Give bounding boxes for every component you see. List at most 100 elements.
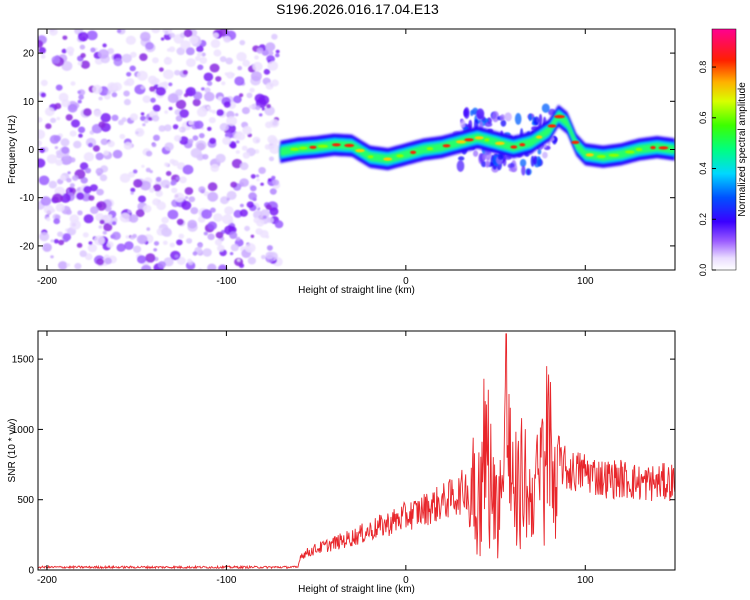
noise-blob xyxy=(176,256,186,265)
noise-blob xyxy=(58,261,68,270)
noise-blob xyxy=(198,133,205,139)
noise-blob xyxy=(223,35,231,43)
noise-blob xyxy=(165,171,172,176)
clutter-blob xyxy=(473,150,479,157)
noise-blob xyxy=(55,150,61,155)
noise-blob xyxy=(50,255,54,259)
noise-blob xyxy=(224,72,229,76)
ridge-hotspot xyxy=(355,149,365,153)
ridge-hotspot xyxy=(474,136,484,140)
ridge-hotspot xyxy=(596,154,606,159)
noise-blob xyxy=(145,150,153,157)
noise-blob xyxy=(126,72,132,77)
noise-blob xyxy=(40,54,46,59)
noise-blob xyxy=(168,82,173,87)
snr-xtick-label: 0 xyxy=(403,575,409,586)
noise-blob xyxy=(207,221,217,230)
noise-blob xyxy=(38,140,42,147)
noise-blob xyxy=(66,46,75,55)
noise-blob xyxy=(265,82,274,90)
noise-blob xyxy=(39,147,46,153)
noise-blob xyxy=(216,109,224,117)
noise-blob xyxy=(113,58,123,67)
noise-blob xyxy=(174,69,181,76)
noise-blob xyxy=(69,130,77,137)
noise-blob xyxy=(148,117,153,121)
heatmap-ytick-label: 10 xyxy=(23,97,35,108)
noise-blob xyxy=(222,214,233,225)
noise-blob xyxy=(62,233,72,241)
noise-blob xyxy=(54,103,62,110)
noise-blob xyxy=(83,214,94,224)
noise-blob xyxy=(181,200,192,210)
noise-blob xyxy=(239,93,244,98)
noise-blob xyxy=(118,119,124,126)
noise-blob xyxy=(183,93,189,98)
noise-blob xyxy=(195,140,207,151)
noise-blob xyxy=(102,43,107,48)
noise-blob xyxy=(111,92,118,98)
noise-blob xyxy=(46,217,51,222)
noise-blob xyxy=(260,182,264,186)
heatmap-ytick-label: -20 xyxy=(20,241,35,252)
noise-blob xyxy=(49,29,58,36)
noise-blob xyxy=(193,91,203,100)
noise-blob xyxy=(207,182,218,192)
noise-blob xyxy=(180,40,191,50)
noise-blob xyxy=(271,175,276,180)
noise-blob xyxy=(164,142,174,151)
noise-blob xyxy=(107,82,118,92)
noise-blob xyxy=(199,56,208,64)
noise-blob xyxy=(61,99,71,108)
noise-blob xyxy=(61,48,67,54)
noise-blob xyxy=(74,262,82,270)
ridge-hotspot xyxy=(317,144,329,148)
noise-blob xyxy=(92,145,100,152)
ridge-hotspot xyxy=(625,150,635,154)
noise-blob xyxy=(98,121,106,128)
noise-blob xyxy=(95,152,104,161)
noise-blob xyxy=(209,63,220,73)
noise-blob xyxy=(84,253,93,261)
noise-blob xyxy=(125,235,130,239)
noise-blob xyxy=(190,207,199,215)
noise-blob xyxy=(167,209,179,220)
noise-blob xyxy=(211,109,216,114)
noise-blob xyxy=(248,105,253,109)
noise-blob xyxy=(53,135,61,142)
noise-blob xyxy=(235,150,240,154)
noise-blob xyxy=(65,114,73,121)
noise-blob xyxy=(119,173,131,183)
noise-blob xyxy=(72,175,79,181)
noise-blob xyxy=(242,151,251,159)
ridge-hotspot xyxy=(658,146,669,150)
noise-blob xyxy=(202,154,209,160)
noise-blob xyxy=(38,175,50,186)
noise-blob xyxy=(50,208,56,213)
noise-blob xyxy=(96,201,107,211)
noise-blob xyxy=(213,213,223,222)
noise-blob xyxy=(226,197,230,201)
noise-blob xyxy=(141,164,145,168)
noise-blob xyxy=(139,53,148,61)
noise-blob xyxy=(196,45,204,53)
noise-blob xyxy=(186,58,196,68)
noise-blob xyxy=(164,30,169,35)
noise-blob xyxy=(73,140,82,149)
noise-blob xyxy=(192,251,198,256)
noise-blob xyxy=(162,240,168,245)
clutter-blob xyxy=(508,167,517,173)
noise-blob xyxy=(155,176,162,182)
noise-blob xyxy=(71,119,80,128)
noise-blob xyxy=(218,264,228,270)
noise-blob xyxy=(121,53,132,63)
noise-blob xyxy=(137,255,147,264)
noise-blob xyxy=(167,93,179,104)
noise-blob xyxy=(222,136,232,145)
noise-blob xyxy=(155,190,163,197)
noise-blob xyxy=(51,56,61,64)
clutter-blob xyxy=(504,112,512,122)
noise-blob xyxy=(59,174,66,181)
noise-blob xyxy=(119,133,126,140)
clutter-blob xyxy=(541,103,550,113)
